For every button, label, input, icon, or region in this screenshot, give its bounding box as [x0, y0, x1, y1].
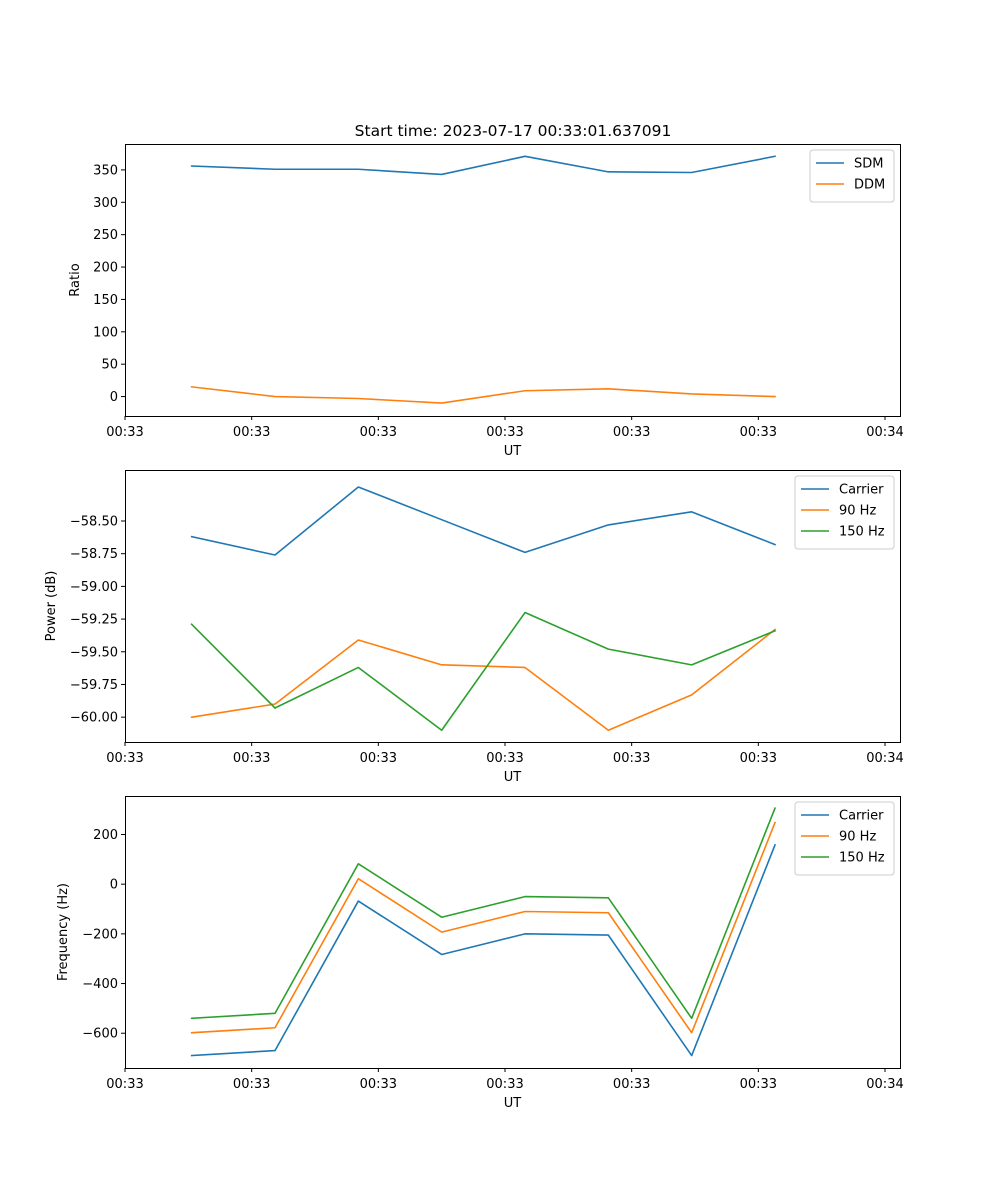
ratio-ytick-label: 300 — [93, 196, 118, 211]
frequency-axes-frame — [125, 796, 901, 1069]
frequency-xtick-label: 00:33 — [613, 1077, 650, 1092]
ratio-ytick-label: 100 — [93, 325, 118, 340]
ratio-legend: SDM DDM — [809, 149, 895, 203]
frequency-x-axis-label: UT — [504, 1096, 522, 1111]
power-y-axis-label: Power (dB) — [44, 571, 59, 642]
power-legend: Carrier 90 Hz 150 Hz — [794, 475, 895, 550]
frequency-legend-label-90-hz: 90 Hz — [839, 830, 876, 845]
frequency-xtick-label: 00:33 — [740, 1077, 777, 1092]
ratio-xtick-label: 00:33 — [486, 425, 523, 440]
power-x-axis-label: UT — [504, 770, 522, 785]
ratio-y-axis-label: Ratio — [68, 263, 83, 296]
ratio-x-axis-label: UT — [504, 444, 522, 459]
power-xtick-label: 00:33 — [233, 751, 270, 766]
frequency-legend: Carrier 90 Hz 150 Hz — [794, 801, 895, 876]
power-xtick-label: 00:33 — [486, 751, 523, 766]
chart-title: Start time: 2023-07-17 00:33:01.637091 — [355, 122, 672, 140]
power-series-line-90-hz — [190, 628, 777, 732]
power-xtick-label: 00:33 — [106, 751, 143, 766]
frequency-xtick-label: 00:33 — [106, 1077, 143, 1092]
ratio-ytick-label: 350 — [93, 163, 118, 178]
power-series-line-150-hz — [190, 611, 777, 732]
power-series-line-carrier — [190, 486, 777, 556]
ratio-xtick-label: 00:33 — [613, 425, 650, 440]
ratio-axes-frame — [125, 144, 901, 417]
frequency-ytick-label: 200 — [93, 828, 118, 843]
power-xtick-label: 00:33 — [613, 751, 650, 766]
frequency-series-line-90-hz — [190, 821, 777, 1034]
power-legend-label-90-hz: 90 Hz — [839, 504, 876, 519]
frequency-legend-label-carrier: Carrier — [839, 809, 884, 824]
power-legend-label-150-hz: 150 Hz — [839, 525, 885, 540]
power-ytick-label: −59.75 — [70, 678, 118, 693]
power-xtick-label: 00:34 — [866, 751, 903, 766]
power-ytick-label: −59.50 — [70, 645, 118, 660]
ratio-legend-label-sdm: SDM — [854, 157, 883, 172]
frequency-xtick-label: 00:33 — [486, 1077, 523, 1092]
frequency-legend-label-150-hz: 150 Hz — [839, 851, 885, 866]
ratio-ytick-label: 200 — [93, 261, 118, 276]
power-ytick-label: −59.25 — [70, 613, 118, 628]
ratio-xtick-label: 00:33 — [106, 425, 143, 440]
power-axes-frame — [125, 470, 901, 743]
ratio-ytick-label: 250 — [93, 228, 118, 243]
ratio-xtick-label: 00:34 — [866, 425, 903, 440]
frequency-ytick-label: −600 — [82, 1027, 118, 1042]
power-ytick-label: −59.00 — [70, 580, 118, 595]
frequency-xtick-label: 00:33 — [360, 1077, 397, 1092]
ratio-series-line-sdm — [190, 155, 776, 176]
ratio-ytick-label: 150 — [93, 293, 118, 308]
frequency-ytick-label: −200 — [82, 927, 118, 942]
frequency-ytick-label: −400 — [82, 977, 118, 992]
power-legend-label-carrier: Carrier — [839, 483, 884, 498]
power-xtick-label: 00:33 — [360, 751, 397, 766]
power-xtick-label: 00:33 — [740, 751, 777, 766]
frequency-series-line-carrier — [190, 843, 777, 1057]
ratio-xtick-label: 00:33 — [740, 425, 777, 440]
frequency-y-axis-label: Frequency (Hz) — [56, 883, 71, 981]
ratio-ytick-label: 50 — [101, 358, 118, 373]
ratio-xtick-label: 00:33 — [233, 425, 270, 440]
frequency-xtick-label: 00:33 — [233, 1077, 270, 1092]
frequency-series-line-150-hz — [190, 807, 777, 1020]
power-ytick-label: −58.75 — [70, 547, 118, 562]
ratio-panel: 0 50 100 150 200 250 300 350 00:33 00:33 00:33 00:3… — [68, 144, 904, 459]
ratio-xtick-label: 00:33 — [360, 425, 397, 440]
frequency-ytick-label: 0 — [110, 878, 118, 893]
ratio-legend-label-ddm: DDM — [854, 178, 885, 193]
frequency-panel: −600 −400 −200 0 200 00:33 00:33 00:33 00:33 00:3… — [56, 796, 904, 1111]
power-ytick-label: −60.00 — [70, 711, 118, 726]
power-panel: −60.00 −59.75 −59.50 −59.25 −59.00 −58.75 −58.… — [44, 470, 904, 785]
power-ytick-label: −58.50 — [70, 515, 118, 530]
ratio-series-line-ddm — [190, 385, 776, 404]
ratio-ytick-label: 0 — [110, 390, 118, 405]
frequency-xtick-label: 00:34 — [866, 1077, 903, 1092]
